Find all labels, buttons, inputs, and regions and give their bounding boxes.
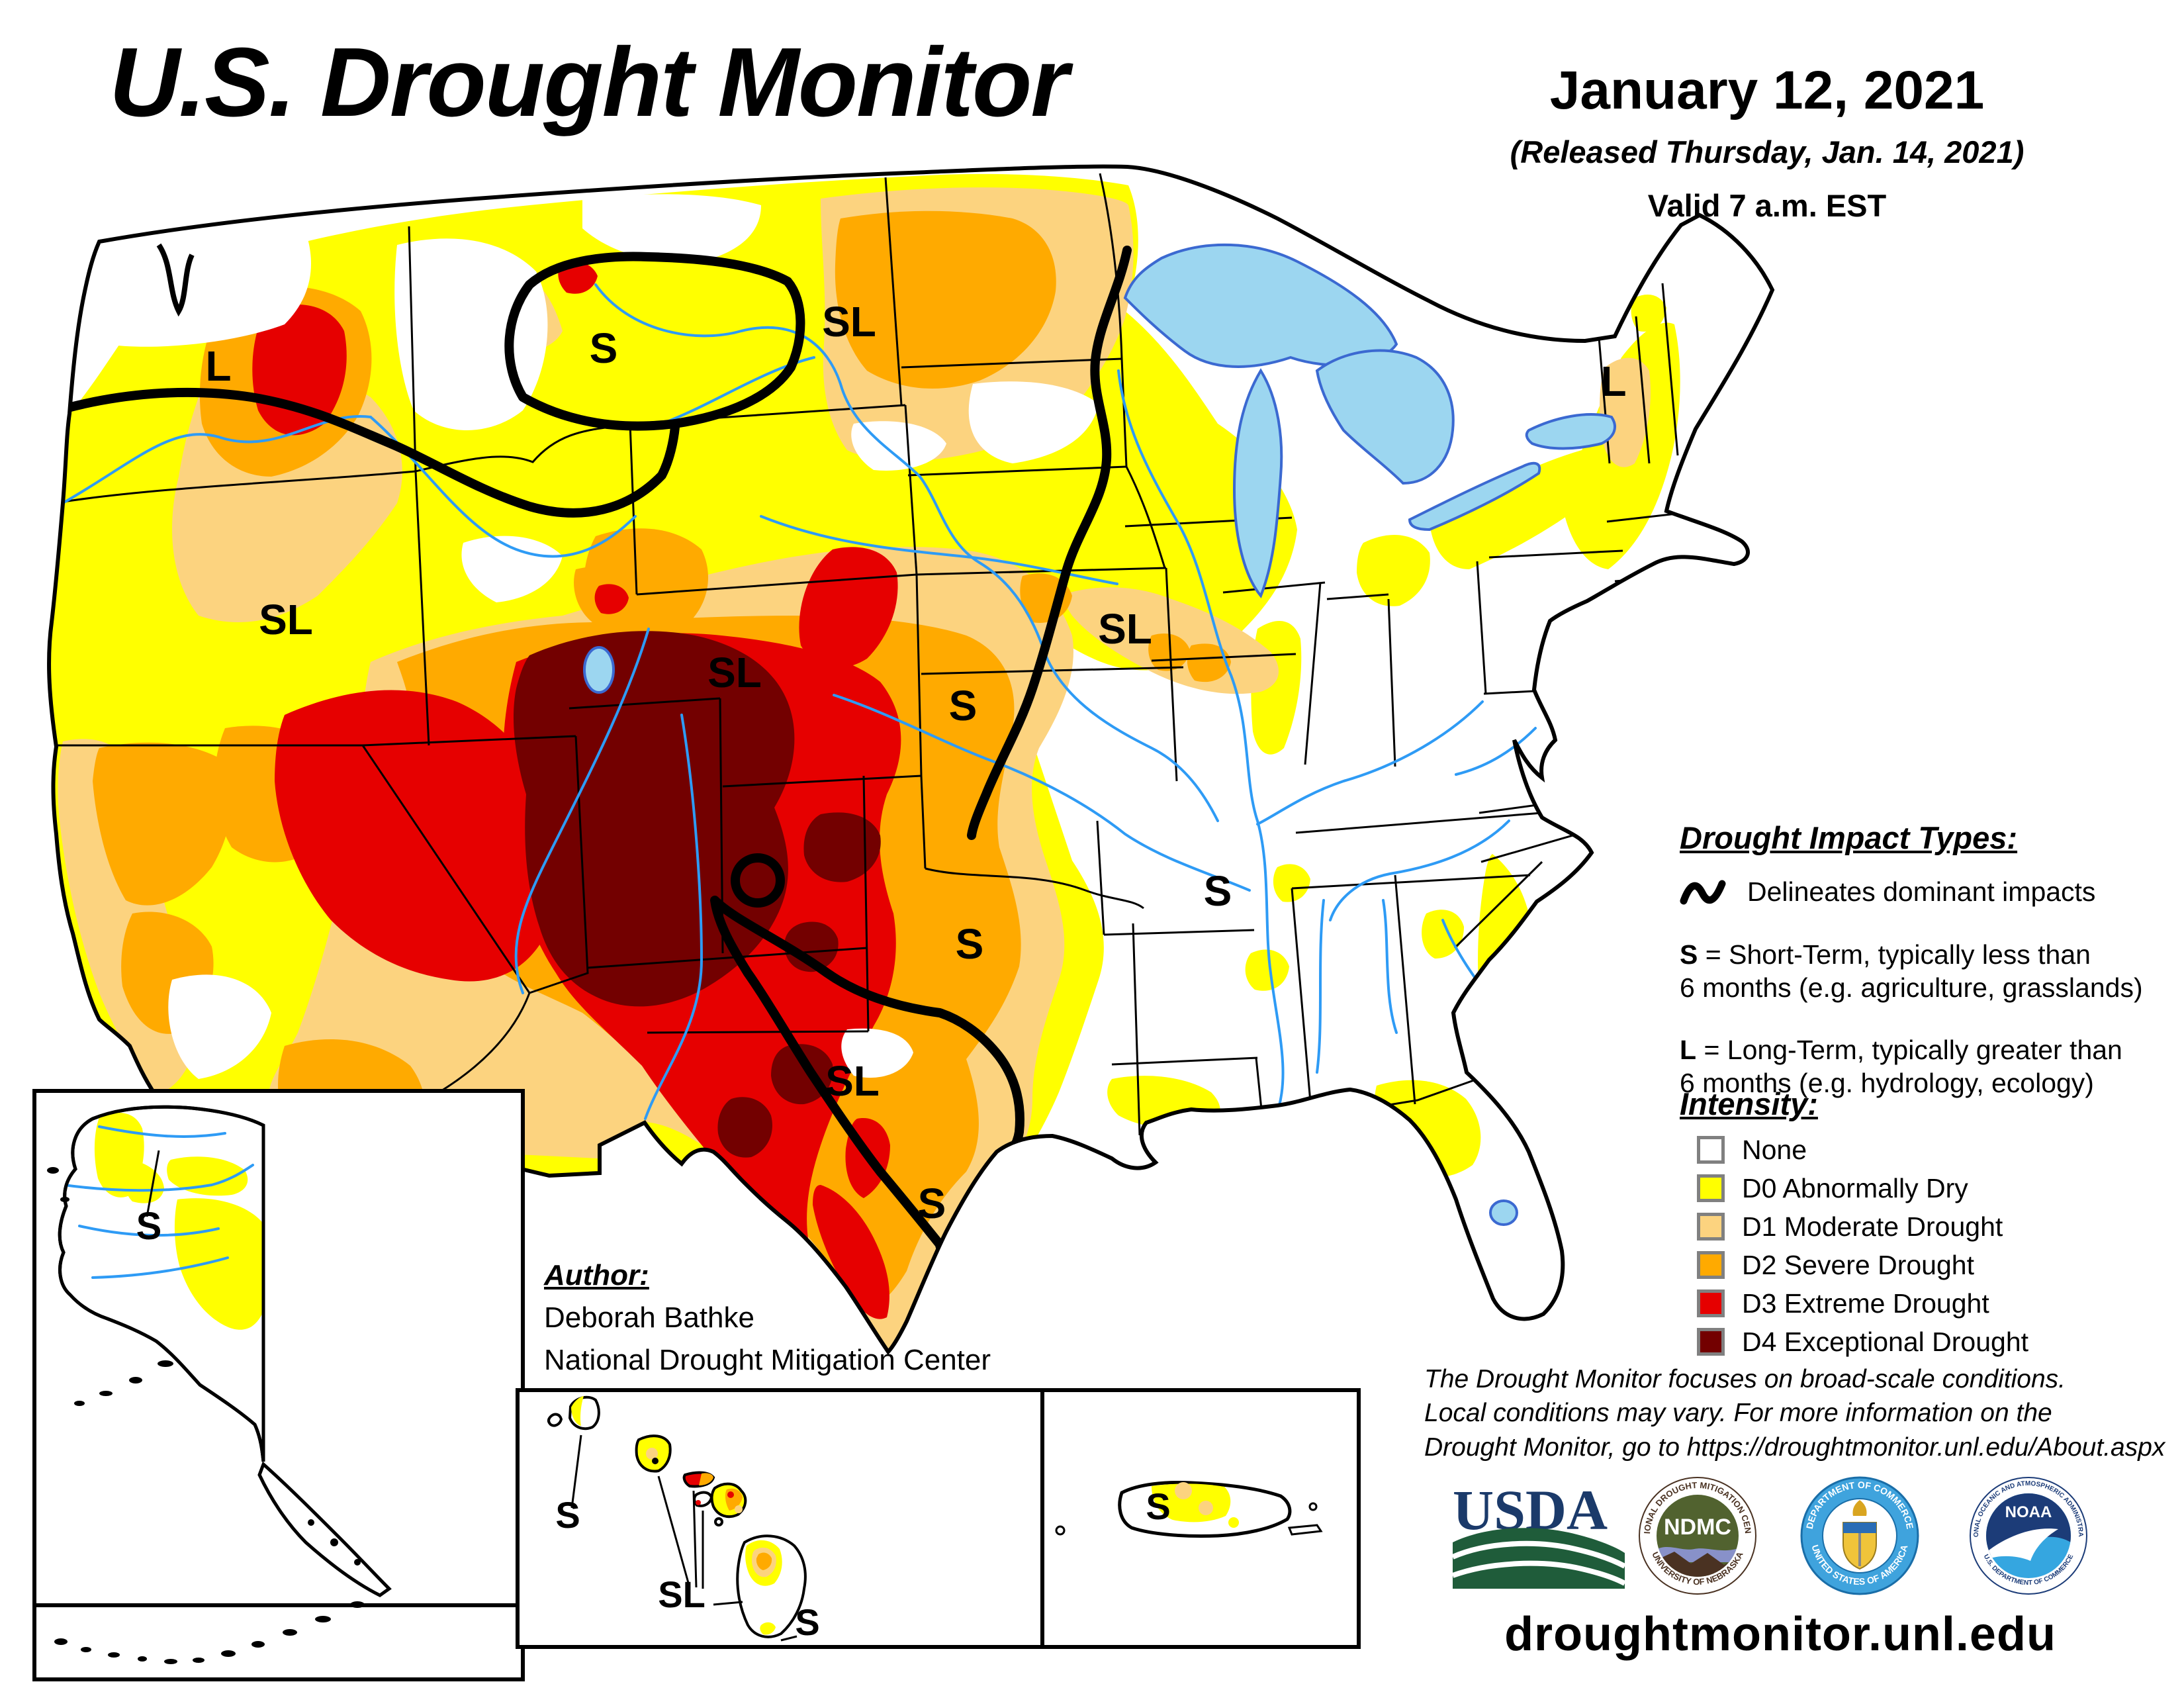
impact-label-sl-10: SL [825, 1057, 880, 1105]
puget-sound [156, 243, 195, 317]
impact-label-s-1: S [590, 324, 618, 372]
impact-delineation-lines [58, 246, 1132, 1281]
rivers [62, 283, 1537, 1166]
lake-okeechobee [1489, 1199, 1518, 1226]
author-block: Author: Deborah Bathke National Drought … [544, 1259, 991, 1377]
impact-label-s-13: S [555, 1494, 580, 1536]
usda-logo: USDA [1451, 1478, 1626, 1589]
author-heading: Author: [544, 1259, 649, 1291]
intensity-item-2: D1 Moderate Drought [1680, 1211, 2184, 1242]
hawaii-map [547, 1395, 807, 1642]
alaska-map [47, 1107, 392, 1664]
impact-label-sl-4: SL [259, 596, 313, 643]
impact-label-s-8: S [1204, 867, 1232, 915]
hawaii-pointer-lines [570, 1434, 797, 1642]
puerto-rico-map [1055, 1481, 1323, 1538]
intensity-swatch [1697, 1328, 1725, 1356]
intensity-label: D1 Moderate Drought [1742, 1211, 2003, 1242]
commerce-logo: DEPARTMENT OF COMMERCE UNITED STATES OF … [1800, 1476, 1919, 1595]
intensity-swatch [1697, 1289, 1725, 1317]
lake-superior [1123, 243, 1398, 368]
aleutians-inset-box [32, 1603, 525, 1681]
long-term-definition: L = Long-Term, typically greater than 6 … [1680, 1035, 2122, 1099]
intensity-item-1: D0 Abnormally Dry [1680, 1172, 2184, 1203]
impact-label-l-0: L [205, 342, 231, 390]
impact-labels: L S SL L SL SL SL S S S SL S S S SL S S [136, 298, 1627, 1643]
great-salt-lake [583, 646, 615, 694]
disclaimer-text: The Drought Monitor focuses on broad-sca… [1424, 1365, 2165, 1462]
impact-label-s-11: S [918, 1180, 946, 1227]
impact-label-sl-6: SL [1098, 605, 1152, 653]
intensity-label: D4 Exceptional Drought [1742, 1326, 2029, 1357]
impact-label-s-9: S [956, 920, 984, 968]
vieques [1287, 1524, 1323, 1536]
great-lakes [583, 243, 1616, 1226]
noaa-text: NOAA [2005, 1503, 2052, 1521]
impact-label-s-7: S [949, 682, 978, 729]
intensity-swatch [1697, 1213, 1725, 1241]
author-org: National Drought Mitigation Center [544, 1344, 991, 1376]
intensity-swatch [1697, 1136, 1725, 1164]
impact-label-sl-2: SL [822, 298, 876, 346]
intensity-label: D3 Extreme Drought [1742, 1288, 1989, 1319]
impact-label-sl-5: SL [707, 649, 762, 696]
lake-huron [1315, 349, 1455, 485]
delineation-squiggle-icon [1680, 880, 1726, 905]
intensity-label: None [1742, 1134, 1807, 1165]
release-date: (Released Thursday, Jan. 14, 2021) [1510, 134, 2025, 169]
none-areas [77, 194, 1099, 1079]
impact-label-s-15: S [795, 1601, 819, 1643]
impact-types-legend: Drought Impact Types: Delineates dominan… [1680, 820, 2184, 1100]
short-term-definition: S = Short-Term, typically less than 6 mo… [1680, 939, 2143, 1004]
date-block: January 12, 2021 (Released Thursday, Jan… [1443, 60, 2091, 224]
intensity-swatch [1697, 1251, 1725, 1279]
alaska-islands [47, 1167, 361, 1566]
kahoolawe [714, 1517, 723, 1526]
lake-michigan [1232, 368, 1283, 598]
intensity-heading: Intensity: [1680, 1086, 1818, 1121]
intensity-label: D2 Severe Drought [1742, 1249, 1974, 1280]
alaska-pointer-line [146, 1150, 160, 1217]
author-name: Deborah Bathke [544, 1301, 754, 1334]
niihau [547, 1413, 563, 1427]
lake-erie [1408, 461, 1541, 532]
site-url: droughtmonitor.unl.edu [1504, 1608, 2056, 1661]
intensity-legend: Intensity: None D0 Abnormally Dry D1 Moder… [1680, 1086, 2184, 1357]
valid-time: Valid 7 a.m. EST [1647, 188, 1887, 223]
impact-types-heading: Drought Impact Types: [1680, 820, 2018, 855]
ndmc-text: NDMC [1664, 1515, 1731, 1540]
culebra [1308, 1502, 1318, 1511]
map-date: January 12, 2021 [1549, 60, 1985, 120]
aleutian-islands [54, 1601, 365, 1664]
intensity-swatch [1697, 1174, 1725, 1202]
intensity-label: D0 Abnormally Dry [1742, 1172, 1968, 1203]
lake-ontario [1525, 413, 1616, 450]
impact-label-s-16: S [1146, 1485, 1170, 1527]
intensity-item-0: None [1680, 1134, 2184, 1165]
impact-label-s-12: S [136, 1205, 162, 1248]
delineates-label: Delineates dominant impacts [1747, 876, 2096, 907]
impact-label-l-3: L [1600, 357, 1626, 405]
page-title: U.S. Drought Monitor [109, 28, 1069, 137]
intensity-item-4: D3 Extreme Drought [1680, 1288, 2184, 1319]
intensity-item-5: D4 Exceptional Drought [1680, 1326, 2184, 1357]
impact-label-sl-14: SL [658, 1573, 705, 1615]
intensity-item-3: D2 Severe Drought [1680, 1250, 2184, 1280]
